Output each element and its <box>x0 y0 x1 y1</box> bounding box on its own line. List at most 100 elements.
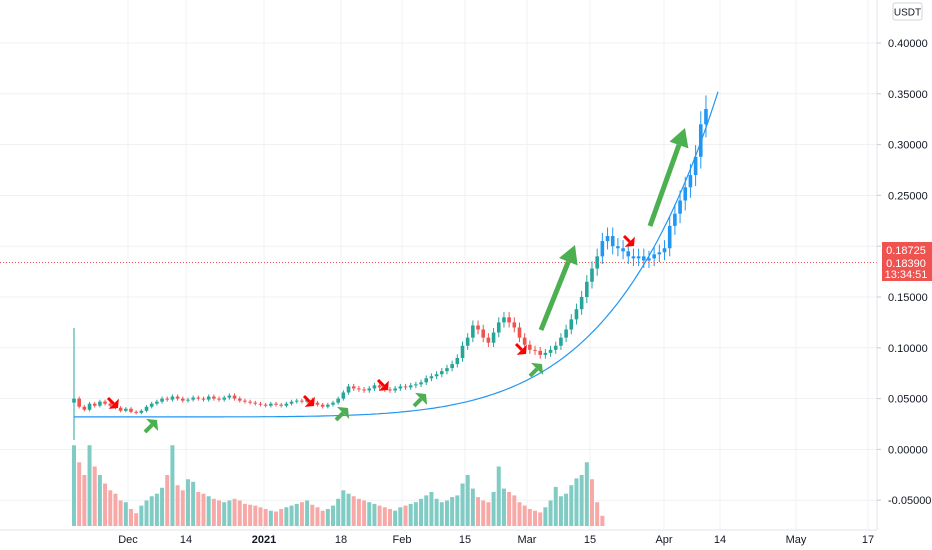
trend-arrow-head <box>669 128 689 149</box>
volume-bar <box>496 466 501 526</box>
candle-body <box>294 400 299 402</box>
sell-arrow <box>106 396 115 405</box>
buy-arrow <box>412 397 423 408</box>
sell-arrow <box>302 394 311 403</box>
volume-bar <box>274 511 279 526</box>
sell-arrow-head <box>378 380 389 391</box>
candle-body <box>465 337 470 346</box>
candle-body <box>149 403 154 407</box>
signal-arrows <box>106 128 689 434</box>
candle-body <box>455 357 460 365</box>
x-tick-label: Mar <box>518 534 537 546</box>
candle-body <box>481 329 486 338</box>
y-tick-label: -0.05000 <box>888 495 931 507</box>
candle-body <box>248 401 252 403</box>
candle-body <box>201 398 206 400</box>
candle-body <box>206 396 211 400</box>
currency-badge[interactable]: USDT <box>892 2 923 21</box>
volume-bar <box>512 495 517 526</box>
volume-bar <box>538 512 543 526</box>
volume-bar <box>201 493 206 526</box>
sell-arrow-head <box>304 396 315 407</box>
candle-body <box>548 349 553 353</box>
candle-body <box>367 388 372 391</box>
volume-bar <box>320 510 325 526</box>
volume-bar <box>103 483 108 526</box>
candle-body <box>108 403 113 406</box>
candle-body <box>450 364 454 369</box>
volume-bar <box>533 510 538 526</box>
volume-bar <box>564 493 569 526</box>
candle-body <box>610 236 615 247</box>
candle-body <box>300 400 304 402</box>
candle-body <box>377 385 382 388</box>
trend-curve <box>74 91 719 418</box>
volume-bar <box>289 505 294 526</box>
volume-bar <box>175 485 180 526</box>
volume-bar <box>242 503 247 526</box>
x-tick-label: 18 <box>335 534 347 546</box>
grid <box>0 0 877 530</box>
volume-bar <box>154 493 159 526</box>
candle-body <box>155 401 159 404</box>
candle-body <box>600 241 605 257</box>
volume-bar <box>476 497 481 526</box>
volume-bar <box>486 502 491 526</box>
currency-label: USDT <box>894 8 921 19</box>
candle-body <box>419 382 423 385</box>
volume-bar <box>367 502 372 526</box>
volume-bar <box>191 481 196 526</box>
candle-body <box>212 396 216 399</box>
volume-bar <box>424 495 429 526</box>
volume-bar <box>460 483 465 526</box>
candle-body <box>103 401 107 404</box>
candle-body <box>678 200 682 214</box>
volume-bar <box>222 502 227 526</box>
volume-bar <box>569 485 574 526</box>
volume-bar <box>553 486 558 526</box>
volume-bar <box>113 493 118 526</box>
candle-body <box>522 337 527 345</box>
volume-bar <box>299 502 304 526</box>
candle-body <box>134 411 138 413</box>
candle-body <box>139 410 144 413</box>
volume-bar <box>134 513 139 526</box>
y-tick-label: 0.25000 <box>888 190 928 202</box>
candle-body <box>636 256 641 259</box>
candle-body <box>170 396 175 400</box>
volume-bar <box>149 496 154 526</box>
candle-body <box>92 403 97 406</box>
candle-body <box>543 352 548 355</box>
volume-bar <box>284 507 289 526</box>
candles <box>72 95 708 440</box>
candle-body <box>160 398 164 402</box>
volume-bar <box>331 505 335 526</box>
price-marker-bg <box>882 242 932 258</box>
candle-body <box>82 406 87 410</box>
x-tick-label: Apr <box>655 534 672 546</box>
candle-body <box>704 109 708 125</box>
x-tick-label: 15 <box>584 534 596 546</box>
volume-bar <box>465 475 470 526</box>
volume-bar <box>548 500 553 526</box>
candle-body <box>341 392 346 399</box>
candle-body <box>429 376 434 379</box>
volume-bar <box>527 509 532 526</box>
candle-body <box>434 374 439 377</box>
volume-bar <box>217 500 222 526</box>
volume-bar <box>268 510 273 526</box>
trend-arrow <box>647 144 682 227</box>
volume-bar <box>139 505 144 526</box>
candle-body <box>569 319 574 330</box>
candle-body <box>476 325 480 330</box>
candle-body <box>460 345 465 358</box>
volume-bar <box>82 475 87 526</box>
sell-arrow <box>514 342 523 351</box>
volume-bar <box>595 502 600 526</box>
candle-body <box>512 322 517 328</box>
volume-bar <box>351 496 356 526</box>
time-axis: Dec 14 2021 18 Feb 15 Mar 15 Apr 14 May 17 <box>118 534 874 546</box>
candle-body <box>180 398 185 401</box>
volume-bar <box>450 497 455 526</box>
volume-bar <box>429 492 434 526</box>
